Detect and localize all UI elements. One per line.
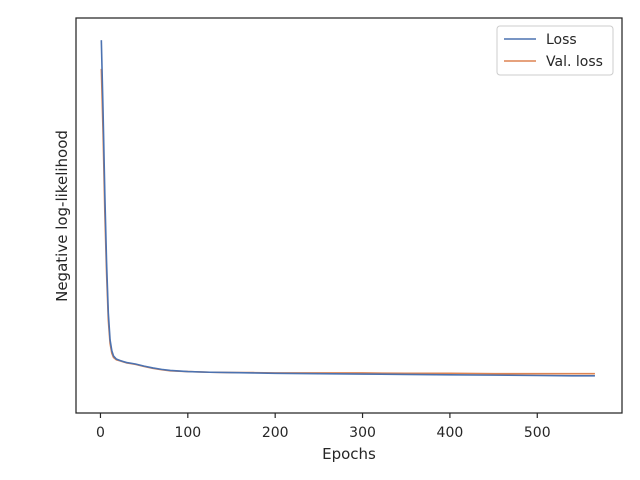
x-tick-label-0: 0 xyxy=(96,425,105,441)
x-axis: 0 100 200 300 400 500 xyxy=(96,413,551,441)
legend-label-val-loss: Val. loss xyxy=(546,54,603,70)
series-line-val-loss xyxy=(100,68,595,375)
series-line-loss xyxy=(100,40,595,377)
legend-label-loss: Loss xyxy=(546,32,577,48)
series-layer xyxy=(100,40,595,377)
y-axis-label: Negative log-likelihood xyxy=(53,130,71,302)
x-tick-label-500: 500 xyxy=(524,425,551,441)
x-axis-label: Epochs xyxy=(322,445,376,463)
plot-frame xyxy=(75,17,623,414)
legend: Loss Val. loss xyxy=(496,25,614,76)
x-tick-label-300: 300 xyxy=(349,425,376,441)
x-tick-label-400: 400 xyxy=(437,425,464,441)
x-tick-label-200: 200 xyxy=(262,425,289,441)
x-tick-label-100: 100 xyxy=(174,425,201,441)
